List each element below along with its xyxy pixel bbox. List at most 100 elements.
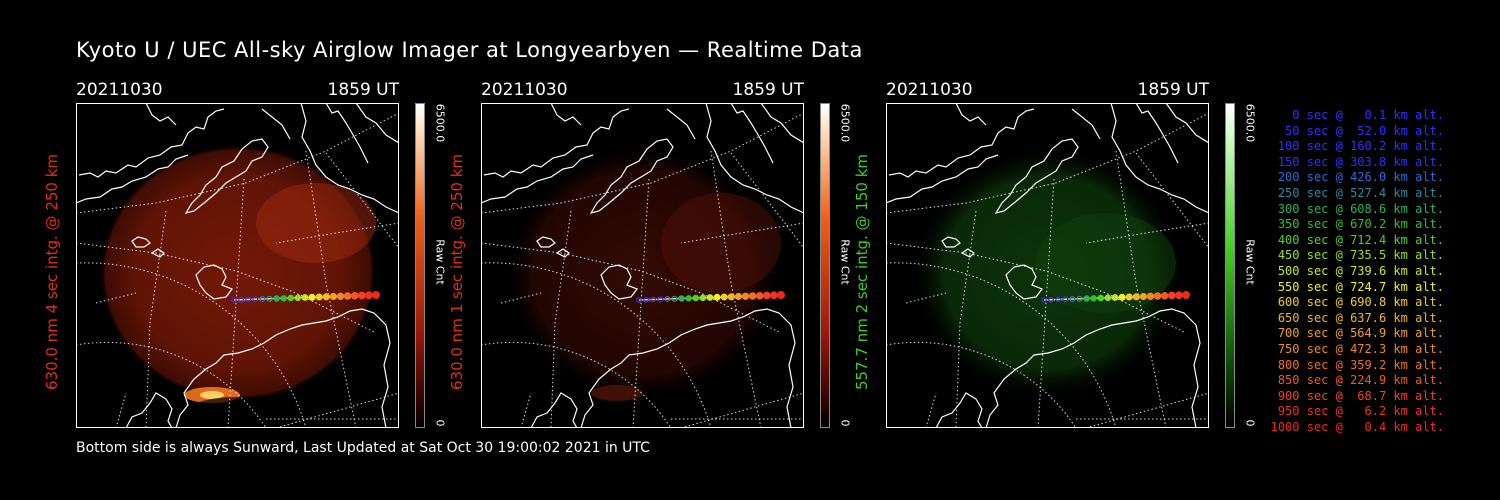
panel-date: 20211030 — [886, 80, 973, 100]
trajectory-point — [734, 292, 742, 301]
panel-date: 20211030 — [76, 80, 163, 100]
trajectory-point — [357, 291, 366, 300]
trajectory-point — [301, 294, 309, 301]
coastline — [325, 103, 369, 164]
grid-line — [1037, 178, 1055, 428]
grid-line — [76, 112, 399, 214]
colorbar-unit-label: Raw Cnt — [838, 239, 852, 285]
panel-time: 1859 UT — [732, 80, 805, 100]
trajectory-point — [1182, 291, 1191, 300]
grid-line — [886, 341, 1077, 428]
colorbar — [415, 103, 425, 428]
bright-spot-core — [200, 391, 224, 399]
legend-entry: 350 sec @ 670.2 km alt. — [1277, 217, 1444, 232]
coastline — [994, 138, 1079, 214]
legend-entry: 500 sec @ 739.6 km alt. — [1277, 263, 1444, 278]
legend-entry: 700 sec @ 564.9 km alt. — [1277, 326, 1444, 341]
legend-entry: 1000 sec @ 0.4 km alt. — [1270, 419, 1444, 434]
trajectory-point — [636, 297, 642, 303]
coastline — [536, 236, 556, 248]
panel-2: 20211030 1859 UT 630.0 nm 1 sec intg. @ … — [448, 80, 861, 440]
legend-entry: 0 sec @ 0.1 km alt. — [1292, 108, 1444, 122]
grid-line — [481, 242, 782, 334]
trajectory-point — [678, 295, 685, 302]
trajectory-point — [1111, 294, 1119, 301]
trajectory-point — [643, 296, 650, 303]
faint-spot — [591, 385, 643, 401]
trajectory-point — [1104, 294, 1112, 302]
page-title: Kyoto U / UEC All-sky Airglow Imager at … — [76, 38, 863, 62]
trajectory-point — [777, 291, 786, 300]
trajectory-point — [1083, 295, 1090, 302]
trajectory-point — [372, 291, 381, 300]
trajectory-point — [238, 296, 245, 303]
trajectory-point — [692, 294, 700, 302]
legend-entry: 800 sec @ 359.2 km alt. — [1277, 357, 1444, 372]
map-border — [481, 103, 804, 428]
legend-entry: 950 sec @ 6.2 km alt. — [1277, 404, 1444, 419]
map-border — [76, 103, 399, 428]
footer-note: Bottom side is always Sunward, Last Upda… — [76, 440, 650, 456]
grid-line — [680, 222, 804, 244]
legend-entry: 450 sec @ 735.5 km alt. — [1277, 248, 1444, 263]
trajectory-point — [329, 292, 337, 301]
trajectory-point — [245, 296, 252, 303]
grid-line — [1085, 392, 1209, 428]
trajectory-point — [770, 291, 778, 300]
aurora-patch — [1036, 213, 1176, 313]
coastline — [886, 154, 999, 204]
grid-line — [905, 292, 947, 304]
trajectory-point — [252, 296, 259, 303]
grid-line — [305, 150, 357, 428]
coastline — [550, 103, 582, 126]
aurora-patch — [256, 183, 376, 263]
allsky-map-image — [481, 103, 804, 428]
grid-line — [76, 262, 307, 428]
panel-wavelength-label: 557.7 nm 2 sec intg. @ 150 km — [853, 153, 871, 391]
coastline — [1110, 103, 1209, 214]
coastline — [960, 248, 975, 258]
trajectory-point — [664, 296, 671, 303]
legend-entry: 600 sec @ 690.8 km alt. — [1277, 295, 1444, 310]
grid-line — [680, 392, 804, 428]
coastline — [78, 108, 225, 178]
trajectory-point — [273, 295, 280, 302]
grid-line — [632, 178, 650, 428]
trajectory-point — [1132, 293, 1140, 301]
coastline — [175, 308, 391, 428]
legend-entry: 150 sec @ 303.8 km alt. — [1277, 154, 1444, 169]
coastline — [355, 103, 399, 144]
grid-line — [76, 242, 377, 334]
coastline — [300, 103, 399, 214]
trajectory-point — [1153, 292, 1162, 300]
grid-line — [115, 392, 127, 428]
trajectory-point — [266, 295, 273, 302]
grid-line — [76, 341, 267, 428]
coastline — [589, 138, 674, 214]
coastline — [125, 392, 173, 428]
colorbar-max-label: 6500.0 — [1243, 103, 1257, 143]
trajectory-point — [1062, 296, 1069, 303]
coastline — [1165, 103, 1209, 144]
coastline — [955, 103, 987, 126]
panel-1: 20211030 1859 UT 630.0 nm 4 sec intg. @ … — [43, 80, 456, 440]
grid-line — [886, 242, 1187, 334]
trajectory-point — [322, 293, 330, 301]
altitude-legend: 0 sec @ 0.1 km alt. 50 sec @ 52.0 km alt.… — [1260, 108, 1444, 435]
colorbar-min-label: 0 — [433, 419, 447, 427]
dark-region — [186, 397, 286, 428]
legend-entry: 300 sec @ 608.6 km alt. — [1277, 201, 1444, 216]
grid-line — [145, 210, 167, 428]
coastline — [941, 236, 961, 248]
trajectory-point — [1055, 296, 1062, 303]
trajectory-point — [1097, 294, 1105, 302]
trajectory-point — [699, 294, 707, 302]
coastline — [705, 103, 804, 214]
colorbar-min-label: 0 — [838, 419, 852, 427]
grid-line — [710, 150, 762, 428]
coastline — [1135, 103, 1179, 164]
coastline — [481, 154, 594, 204]
coastline — [195, 264, 233, 300]
legend-entry: 100 sec @ 160.2 km alt. — [1277, 139, 1444, 154]
trajectory-point — [1076, 295, 1083, 302]
